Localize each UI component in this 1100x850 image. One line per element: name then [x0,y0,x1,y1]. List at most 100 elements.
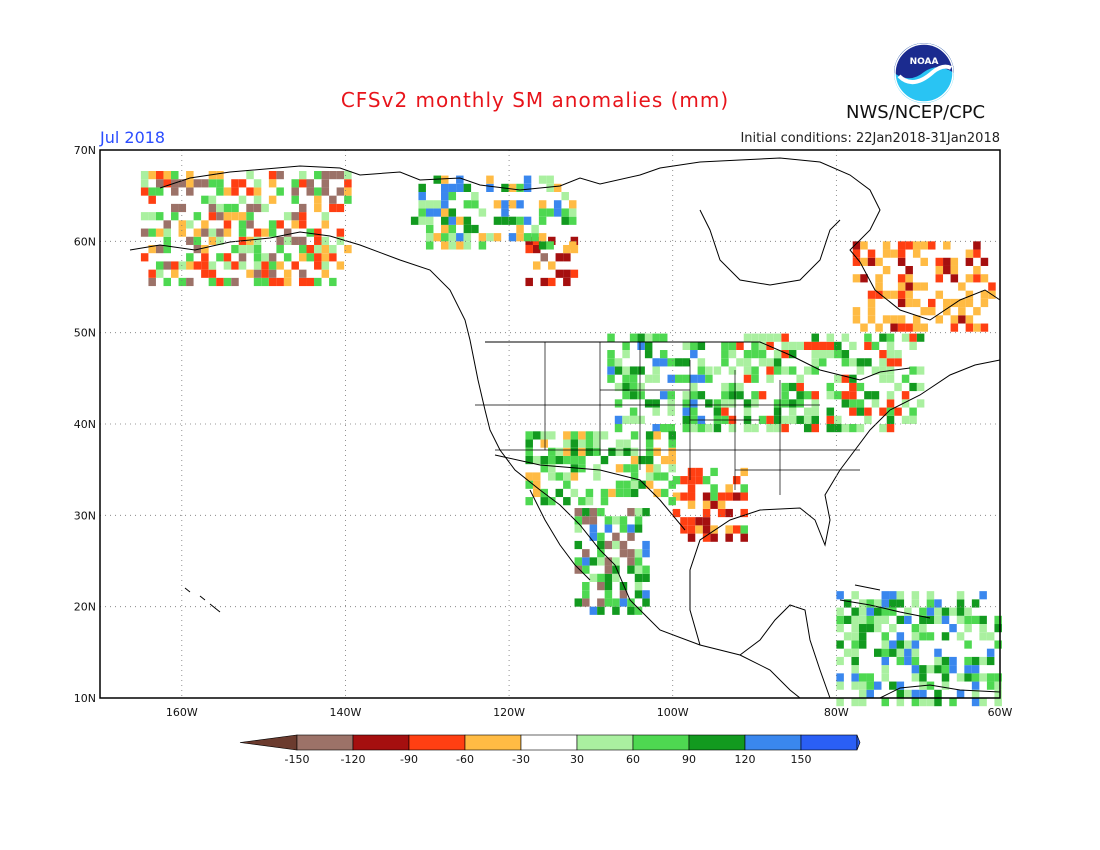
anomaly-cell [958,282,966,291]
anomaly-cell [614,358,623,367]
anomaly-cell [841,350,850,359]
anomaly-cell [148,228,156,237]
anomaly-cell [538,208,547,217]
anomaly-cell [836,591,844,600]
anomaly-cell [743,407,752,416]
anomaly-cell [819,341,827,350]
anomaly-cell [268,269,277,278]
anomaly-cell [540,439,549,448]
anomaly-cell [253,253,262,262]
anomaly-cell [986,648,995,657]
anomaly-cell [582,565,590,574]
anomaly-cell [894,407,902,416]
anomaly-cell [238,244,247,254]
anomaly-cell [568,216,577,225]
colorbar-label: -30 [512,753,530,766]
anomaly-cell [607,350,615,359]
anomaly-cell [934,599,942,608]
anomaly-cell [971,689,980,698]
anomaly-cell [645,472,654,481]
anomaly-cell [627,549,635,558]
anomaly-cell [912,298,921,308]
anomaly-cell [163,277,171,287]
anomaly-cell [563,480,571,489]
anomaly-cell [834,391,842,400]
anomaly-cell [570,488,579,498]
anomaly-cell [329,277,337,287]
anomaly-cell [619,598,628,607]
anomaly-cell [268,261,277,270]
colorbar-swatch [520,734,578,751]
anomaly-cell [223,228,232,237]
anomaly-cell [950,265,959,275]
anomaly-cell [570,472,579,481]
anomaly-cell [710,492,718,501]
anomaly-cell [238,261,247,270]
anomaly-cell [336,203,345,213]
state-lines [475,342,860,495]
anomaly-cell [811,333,819,342]
anomaly-cell [463,216,472,225]
anomaly-cell [642,565,650,574]
colorbar-label: 60 [626,753,640,766]
anomaly-cell [728,366,737,375]
anomaly-cell [788,341,797,350]
anomaly-cell [796,391,804,400]
anomaly-cell [604,524,613,533]
anomaly-cell [911,673,920,682]
anomaly-cell [879,350,887,359]
anomaly-cell [973,249,981,258]
anomaly-cell [856,358,865,367]
anomaly-cell [448,183,457,192]
anomaly-cell [201,261,209,270]
anomaly-cell [614,382,623,392]
anomaly-cell [874,599,882,608]
anomaly-cell [935,265,944,275]
anomaly-cell [516,183,524,192]
anomaly-cell [344,171,352,180]
anomaly-cell [268,277,277,287]
anomaly-cell [803,341,812,350]
anomaly-cell [589,573,598,582]
anomaly-cell [525,480,533,489]
coastlines [129,157,1001,699]
anomaly-cell [926,607,935,616]
anomaly-cell [253,203,262,213]
anomaly-cell [781,399,789,408]
anomaly-cell [553,208,562,217]
anomaly-cell [803,424,812,433]
anomaly-cell [306,253,315,262]
lat-tick-label: 40N [74,418,96,431]
anomaly-cell [836,681,844,690]
anomaly-cell [612,598,620,607]
anomaly-cell [781,382,789,392]
anomaly-cell [682,358,691,367]
anomaly-cell [208,228,217,237]
anomaly-cell [904,615,912,624]
anomaly-cell [582,598,590,607]
anomaly-cell [811,350,819,359]
anomaly-cell [849,374,857,383]
anomaly-cell [630,455,639,465]
anomaly-cell [721,350,729,359]
anomaly-cell [743,358,752,367]
anomaly-cell [525,277,533,287]
anomaly-cell [956,607,965,616]
anomaly-cell [904,640,912,649]
anomaly-cell [291,179,299,188]
anomaly-cell [627,598,635,607]
anomaly-cell [523,216,532,225]
anomaly-cell [321,269,330,278]
anomaly-cell [986,632,995,641]
anomaly-cell [448,233,457,242]
coastline-caribbean [839,584,931,619]
anomaly-cell [894,358,902,367]
anomaly-cell [627,532,635,541]
anomaly-cell [208,203,217,213]
anomaly-cell [525,497,533,506]
anomaly-cell [298,203,307,213]
anomaly-cell [851,632,859,641]
anomaly-cell [501,216,509,225]
anomaly-cell [682,341,691,350]
